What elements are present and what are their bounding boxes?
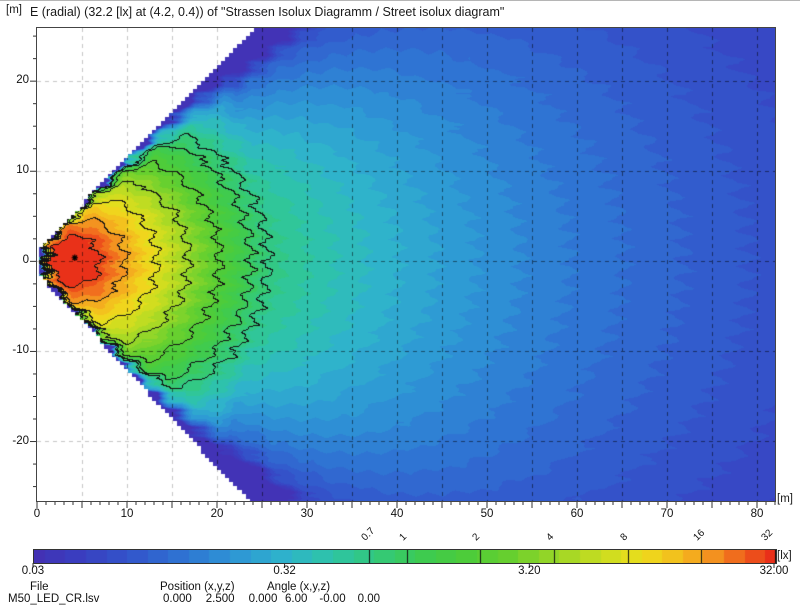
- colorbar-level-label: 2: [470, 531, 483, 544]
- position-values: 0.000 2.500 0.000: [163, 593, 277, 605]
- angle-label: Angle (x,y,z): [267, 581, 331, 593]
- y-tick-label: -10: [12, 344, 29, 357]
- x-tick-label: 0: [33, 508, 41, 520]
- x-tick-label: 30: [300, 508, 314, 520]
- y-tick-label: 10: [16, 164, 29, 177]
- y-tick-label: 20: [16, 74, 29, 87]
- angle-values: 6.00 -0.00 0.00: [285, 593, 380, 605]
- colorbar-decade-label: 0.32: [273, 565, 296, 577]
- angle-y-value: -0.00: [319, 593, 346, 605]
- position-y-value: 2.500: [205, 593, 235, 605]
- y-axis-unit-label: [m]: [6, 4, 22, 16]
- page-title: E (radial) (32.2 [lx] at (4.2, 0.4)) of …: [30, 5, 505, 19]
- colorbar: [33, 549, 777, 564]
- x-tick-label: 50: [480, 508, 494, 520]
- colorbar-level-label: 8: [618, 531, 630, 544]
- colorbar-level-label: 16: [691, 527, 708, 544]
- x-tick-label: 20: [210, 508, 224, 520]
- position-z-value: 0.000: [248, 593, 278, 605]
- x-tick-label: 60: [570, 508, 584, 520]
- colorbar-level-label: 0.7: [359, 525, 377, 544]
- x-tick-label: 40: [390, 508, 404, 520]
- isolux-heatmap-canvas[interactable]: [37, 28, 775, 501]
- colorbar-unit-label: [lx]: [777, 550, 792, 562]
- y-tick-label: -20: [12, 434, 29, 447]
- colorbar-level-label: 1: [397, 531, 409, 544]
- angle-x-value: 6.00: [285, 593, 308, 605]
- angle-z-value: 0.00: [357, 593, 380, 605]
- x-tick-label: 10: [120, 508, 134, 520]
- colorbar-decade-label: 32.00: [759, 565, 789, 577]
- colorbar-decade-label: 3.20: [518, 565, 541, 577]
- position-x-value: 0.000: [163, 593, 192, 605]
- x-tick-label: 80: [750, 508, 764, 520]
- colorbar-decade-label: 0.03: [21, 565, 45, 577]
- colorbar-level-label: 4: [544, 531, 557, 544]
- colorbar-level-label: 32: [759, 527, 776, 544]
- file-value: M50_LED_CR.lsv: [8, 593, 100, 605]
- position-label: Position (x,y,z): [160, 581, 235, 593]
- file-label: File: [30, 581, 49, 593]
- x-tick-label: 70: [660, 508, 674, 520]
- x-axis-unit-label: [m]: [777, 493, 793, 505]
- y-tick-label: 0: [22, 254, 29, 267]
